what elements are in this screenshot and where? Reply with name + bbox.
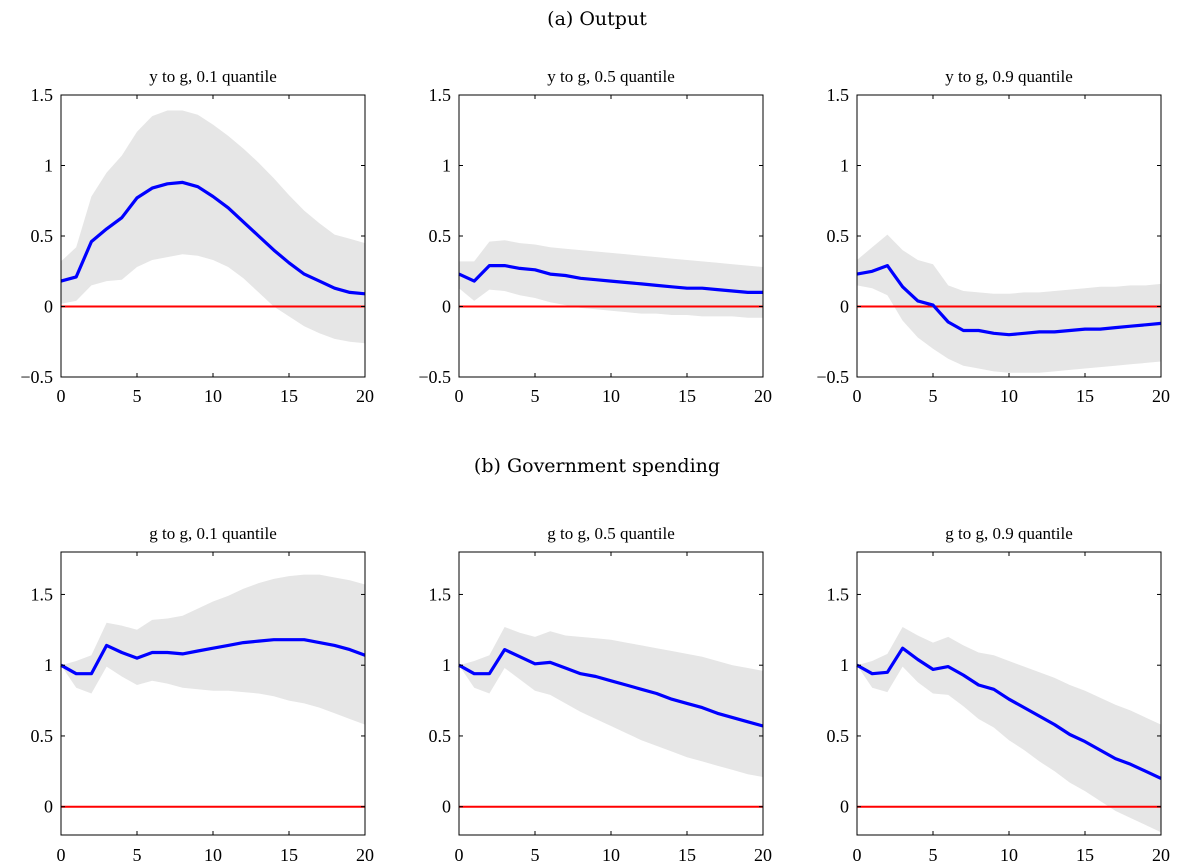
x-tick-label: 5 — [929, 845, 938, 865]
y-tick-label: 1 — [44, 655, 53, 675]
x-tick-label: 20 — [356, 845, 374, 865]
x-tick-label: 5 — [133, 845, 142, 865]
x-tick-label: 15 — [1076, 386, 1094, 406]
y-tick-label: 1.5 — [827, 584, 850, 604]
x-tick-label: 0 — [455, 386, 464, 406]
x-tick-label: 0 — [57, 386, 66, 406]
x-tick-label: 5 — [531, 386, 540, 406]
impulse-response-line — [458, 647, 764, 728]
x-tick-label: 0 — [853, 386, 862, 406]
x-tick-label: 15 — [280, 386, 298, 406]
x-tick-label: 5 — [531, 845, 540, 865]
y-tick-label: 0 — [442, 797, 451, 817]
panel-heading-output: (a) Output — [547, 8, 647, 30]
y-tick-label: 1 — [442, 655, 451, 675]
axes-frame — [458, 94, 764, 378]
x-tick-label: 0 — [57, 845, 66, 865]
x-tick-label: 20 — [754, 845, 772, 865]
panel-heading-government-spending: (b) Government spending — [473, 455, 721, 477]
confidence-band — [857, 234, 1161, 373]
subplot-title: y to g, 0.5 quantile — [547, 67, 674, 86]
x-tick-label: 5 — [929, 386, 938, 406]
subplot-title: y to g, 0.9 quantile — [945, 67, 1072, 86]
x-tick-label: 10 — [602, 845, 620, 865]
x-tick-label: 15 — [678, 386, 696, 406]
y-tick-label: −0.5 — [418, 367, 451, 387]
y-tick-label: 1.5 — [31, 584, 54, 604]
y-tick-label: 0.5 — [31, 726, 54, 746]
subplot-5: g to g, 0.5 quantile 0 5 10 15 20 0 0.5 1 1.5 — [429, 524, 773, 865]
y-tick-label: 0 — [840, 797, 849, 817]
y-tick-label: 0 — [442, 297, 451, 317]
x-tick-label: 20 — [754, 386, 772, 406]
x-tick-label: 10 — [1000, 845, 1018, 865]
subplot-title: y to g, 0.1 quantile — [149, 67, 276, 86]
subplot-title: g to g, 0.9 quantile — [945, 524, 1072, 543]
x-tick-label: 0 — [853, 845, 862, 865]
y-tick-label: 1.5 — [31, 85, 54, 105]
subplot-title: g to g, 0.5 quantile — [547, 524, 674, 543]
confidence-band — [857, 627, 1161, 833]
confidence-band — [61, 110, 365, 344]
y-tick-label: 1.5 — [429, 584, 452, 604]
y-tick-label: 0 — [44, 297, 53, 317]
y-tick-label: 0 — [44, 797, 53, 817]
x-tick-label: 10 — [1000, 386, 1018, 406]
impulse-response-line — [856, 264, 1162, 337]
impulse-response-line — [856, 646, 1162, 780]
y-tick-label: 0 — [840, 297, 849, 317]
impulse-response-line — [60, 180, 366, 296]
impulse-response-line — [60, 638, 366, 676]
y-tick-label: 1 — [840, 156, 849, 176]
y-tick-label: 1 — [840, 655, 849, 675]
y-tick-label: 1.5 — [827, 85, 850, 105]
x-tick-label: 10 — [204, 386, 222, 406]
subplot-4: g to g, 0.1 quantile 0 5 10 15 20 0 0.5 1 1.5 — [31, 524, 375, 865]
x-tick-label: 20 — [1152, 386, 1170, 406]
y-tick-label: 0.5 — [827, 226, 850, 246]
y-tick-label: 1 — [442, 156, 451, 176]
y-tick-label: 1 — [44, 156, 53, 176]
impulse-response-line — [458, 264, 763, 294]
x-tick-label: 15 — [280, 845, 298, 865]
x-tick-label: 20 — [356, 386, 374, 406]
y-tick-label: 0.5 — [429, 726, 452, 746]
y-tick-label: −0.5 — [20, 367, 53, 387]
x-tick-label: 15 — [1076, 845, 1094, 865]
confidence-band — [459, 240, 763, 318]
subplot-title: g to g, 0.1 quantile — [149, 524, 276, 543]
x-tick-label: 0 — [455, 845, 464, 865]
y-tick-label: 0.5 — [429, 226, 452, 246]
x-tick-label: 10 — [204, 845, 222, 865]
y-tick-label: 0.5 — [827, 726, 850, 746]
x-tick-label: 20 — [1152, 845, 1170, 865]
y-tick-label: −0.5 — [816, 367, 849, 387]
x-tick-label: 10 — [602, 386, 620, 406]
x-tick-label: 15 — [678, 845, 696, 865]
y-tick-label: 1.5 — [429, 85, 452, 105]
y-tick-label: 0.5 — [31, 226, 54, 246]
subplot-6: g to g, 0.9 quantile 0 5 10 15 20 0 0.5 1 1.5 — [827, 524, 1171, 865]
x-tick-label: 5 — [133, 386, 142, 406]
